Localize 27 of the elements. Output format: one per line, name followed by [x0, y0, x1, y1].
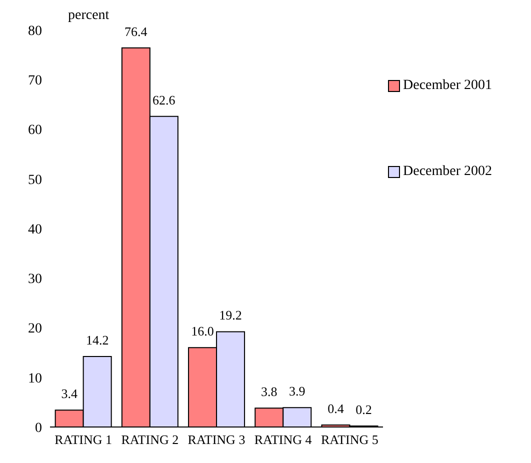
y-tick-label: 80	[28, 24, 42, 39]
x-tick-label: RATING 1	[54, 432, 112, 448]
y-tick-label: 40	[28, 222, 42, 238]
x-tick-label: RATING 3	[188, 432, 246, 448]
y-tick-label: 60	[28, 123, 42, 138]
x-tick-label: RATING 2	[121, 432, 179, 448]
data-label: 0.4	[328, 401, 344, 416]
data-label: 3.9	[289, 384, 306, 399]
y-tick-label: 20	[28, 322, 42, 337]
x-tick-label: RATING 4	[254, 432, 312, 448]
data-label: 14.2	[86, 332, 109, 348]
data-label: 0.2	[356, 402, 372, 418]
data-label: 3.4	[61, 386, 78, 402]
legend-label: December 2002	[402, 164, 494, 180]
data-label: 16.0	[191, 324, 214, 339]
data-label: 62.6	[152, 92, 176, 108]
y-tick-label: 30	[28, 272, 42, 288]
data-label: 3.8	[261, 384, 278, 400]
x-tick-label: RATING 5	[320, 432, 378, 448]
y-tick-label: 50	[28, 172, 42, 188]
y-tick-label: 10	[28, 371, 42, 386]
y-tick-label: 0	[35, 420, 42, 436]
y-tick-label: 70	[28, 74, 42, 89]
y-axis-title: percent	[68, 8, 110, 24]
data-label: 19.2	[219, 308, 242, 323]
legend-label: December 2001	[402, 78, 494, 94]
data-label: 76.4	[124, 24, 148, 39]
